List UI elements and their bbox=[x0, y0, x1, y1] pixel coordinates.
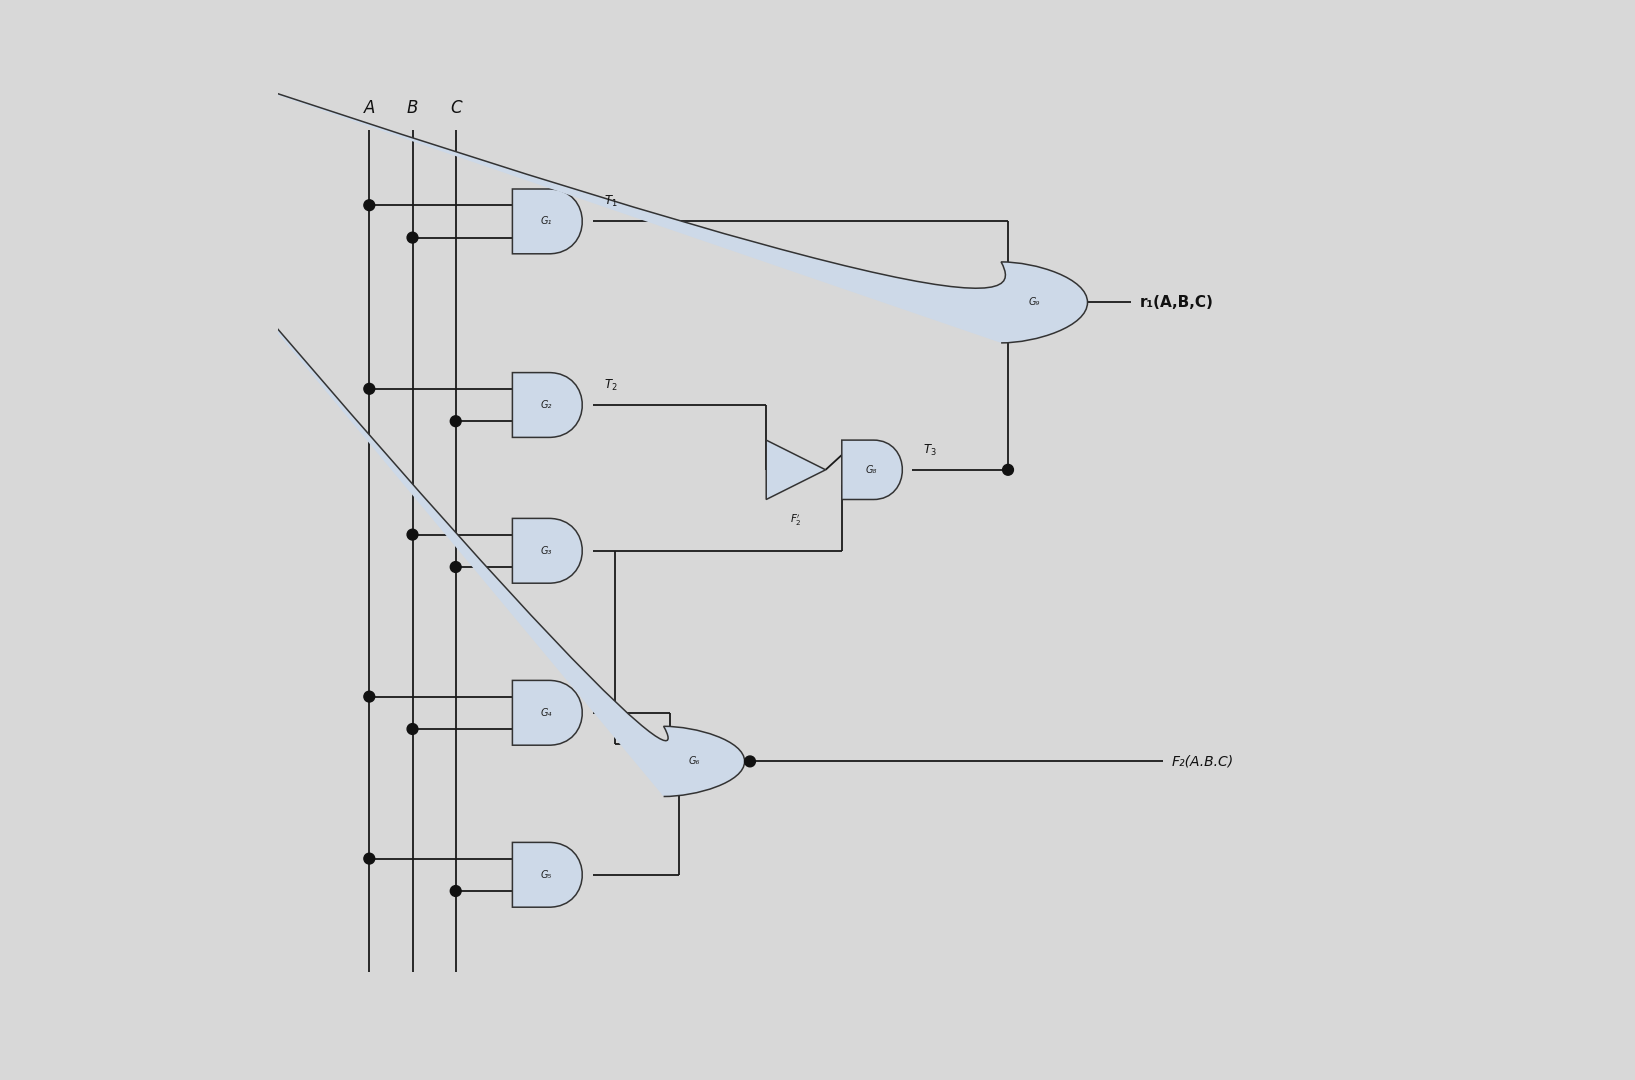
Text: G₄: G₄ bbox=[541, 707, 553, 718]
Text: $T_3$: $T_3$ bbox=[922, 443, 937, 458]
Circle shape bbox=[365, 383, 374, 394]
PathPatch shape bbox=[512, 373, 582, 437]
Text: F₂(A.B.C): F₂(A.B.C) bbox=[1172, 755, 1234, 768]
Circle shape bbox=[407, 232, 419, 243]
Circle shape bbox=[1002, 464, 1014, 475]
Text: A: A bbox=[363, 98, 374, 117]
PathPatch shape bbox=[0, 262, 1087, 1080]
Circle shape bbox=[407, 529, 419, 540]
Text: G₃: G₃ bbox=[541, 545, 553, 556]
Text: G₁: G₁ bbox=[541, 216, 553, 227]
Circle shape bbox=[365, 200, 374, 211]
Circle shape bbox=[744, 756, 755, 767]
Text: G₅: G₅ bbox=[541, 869, 553, 880]
PathPatch shape bbox=[512, 842, 582, 907]
PathPatch shape bbox=[842, 441, 903, 499]
Text: $T_1$: $T_1$ bbox=[605, 194, 618, 210]
Text: G₂: G₂ bbox=[541, 400, 553, 410]
Circle shape bbox=[450, 416, 461, 427]
Text: G₈: G₈ bbox=[865, 464, 876, 475]
Circle shape bbox=[365, 691, 374, 702]
Text: $T_2$: $T_2$ bbox=[605, 378, 618, 393]
Text: $F_2'$: $F_2'$ bbox=[790, 513, 801, 528]
Text: C: C bbox=[450, 98, 461, 117]
Text: G₉: G₉ bbox=[1028, 297, 1040, 308]
Text: B: B bbox=[407, 98, 419, 117]
PathPatch shape bbox=[512, 680, 582, 745]
PathPatch shape bbox=[512, 189, 582, 254]
PathPatch shape bbox=[767, 441, 826, 499]
PathPatch shape bbox=[0, 726, 744, 1080]
Circle shape bbox=[450, 886, 461, 896]
Text: G₆: G₆ bbox=[688, 756, 700, 767]
Text: r₁(A,B,C): r₁(A,B,C) bbox=[1140, 295, 1213, 310]
Circle shape bbox=[407, 724, 419, 734]
PathPatch shape bbox=[512, 518, 582, 583]
Circle shape bbox=[450, 562, 461, 572]
Circle shape bbox=[365, 853, 374, 864]
